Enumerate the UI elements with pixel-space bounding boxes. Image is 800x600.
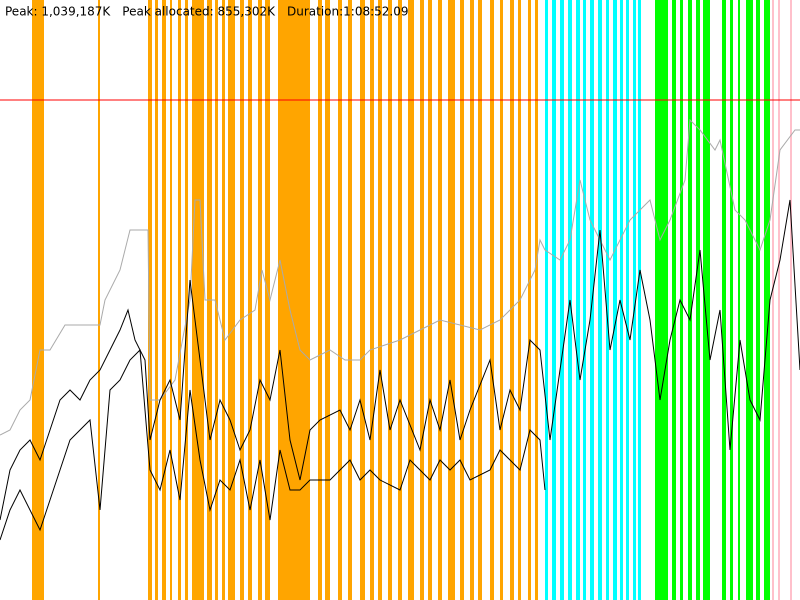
event-band [500,0,503,600]
event-band [528,0,531,600]
event-band [325,0,330,600]
header-stat: Peak allocated: 855,302K [122,5,276,19]
event-band [756,0,760,600]
event-band [778,0,780,600]
event-band [772,0,774,600]
event-band [510,0,514,600]
event-band [688,0,692,600]
event-band [638,0,641,600]
event-band [265,0,270,600]
event-band [420,0,424,600]
event-band [552,0,556,600]
event-band [148,0,152,600]
event-band [655,0,668,600]
event-band [32,0,44,600]
event-band [438,0,442,600]
header-stat: Duration:1:08:52.09 [287,5,409,19]
event-band [478,0,482,600]
event-band [545,0,548,600]
event-band [606,0,609,600]
event-band [360,0,365,600]
event-band [222,0,225,600]
event-band [790,0,792,600]
memory-line [0,199,800,521]
event-band [370,0,374,600]
event-band [680,0,683,600]
event-band [746,0,753,600]
event-band [170,0,172,600]
event-band [738,0,740,600]
memory-line [0,118,800,436]
event-band [576,0,580,600]
event-band [155,0,158,600]
event-band [696,0,700,600]
header-stat: Peak: 1,039,187K [5,5,111,19]
event-band [722,0,726,600]
event-band [388,0,392,600]
event-band [258,0,262,600]
event-band [633,0,636,600]
event-band [192,0,204,600]
event-band [583,0,586,600]
event-band [730,0,733,600]
event-band [178,0,181,600]
event-band [408,0,414,600]
event-band [338,0,342,600]
event-band [470,0,474,600]
event-band [348,0,352,600]
event-band [228,0,235,600]
event-band [278,0,310,600]
event-band [98,0,100,600]
event-band [490,0,494,600]
event-band [448,0,455,600]
event-band [398,0,402,600]
event-band [215,0,218,600]
event-band [598,0,602,600]
event-band [703,0,710,600]
event-band [626,0,629,600]
event-band [185,0,188,600]
event-band [620,0,623,600]
event-band [672,0,676,600]
event-band [378,0,382,600]
event-band [162,0,166,600]
event-band [535,0,538,600]
memory-line [0,348,546,541]
event-band [460,0,464,600]
event-band [248,0,252,600]
event-band [613,0,617,600]
event-band [764,0,770,600]
event-band [560,0,564,600]
event-band [428,0,432,600]
event-band [240,0,244,600]
event-band [318,0,322,600]
